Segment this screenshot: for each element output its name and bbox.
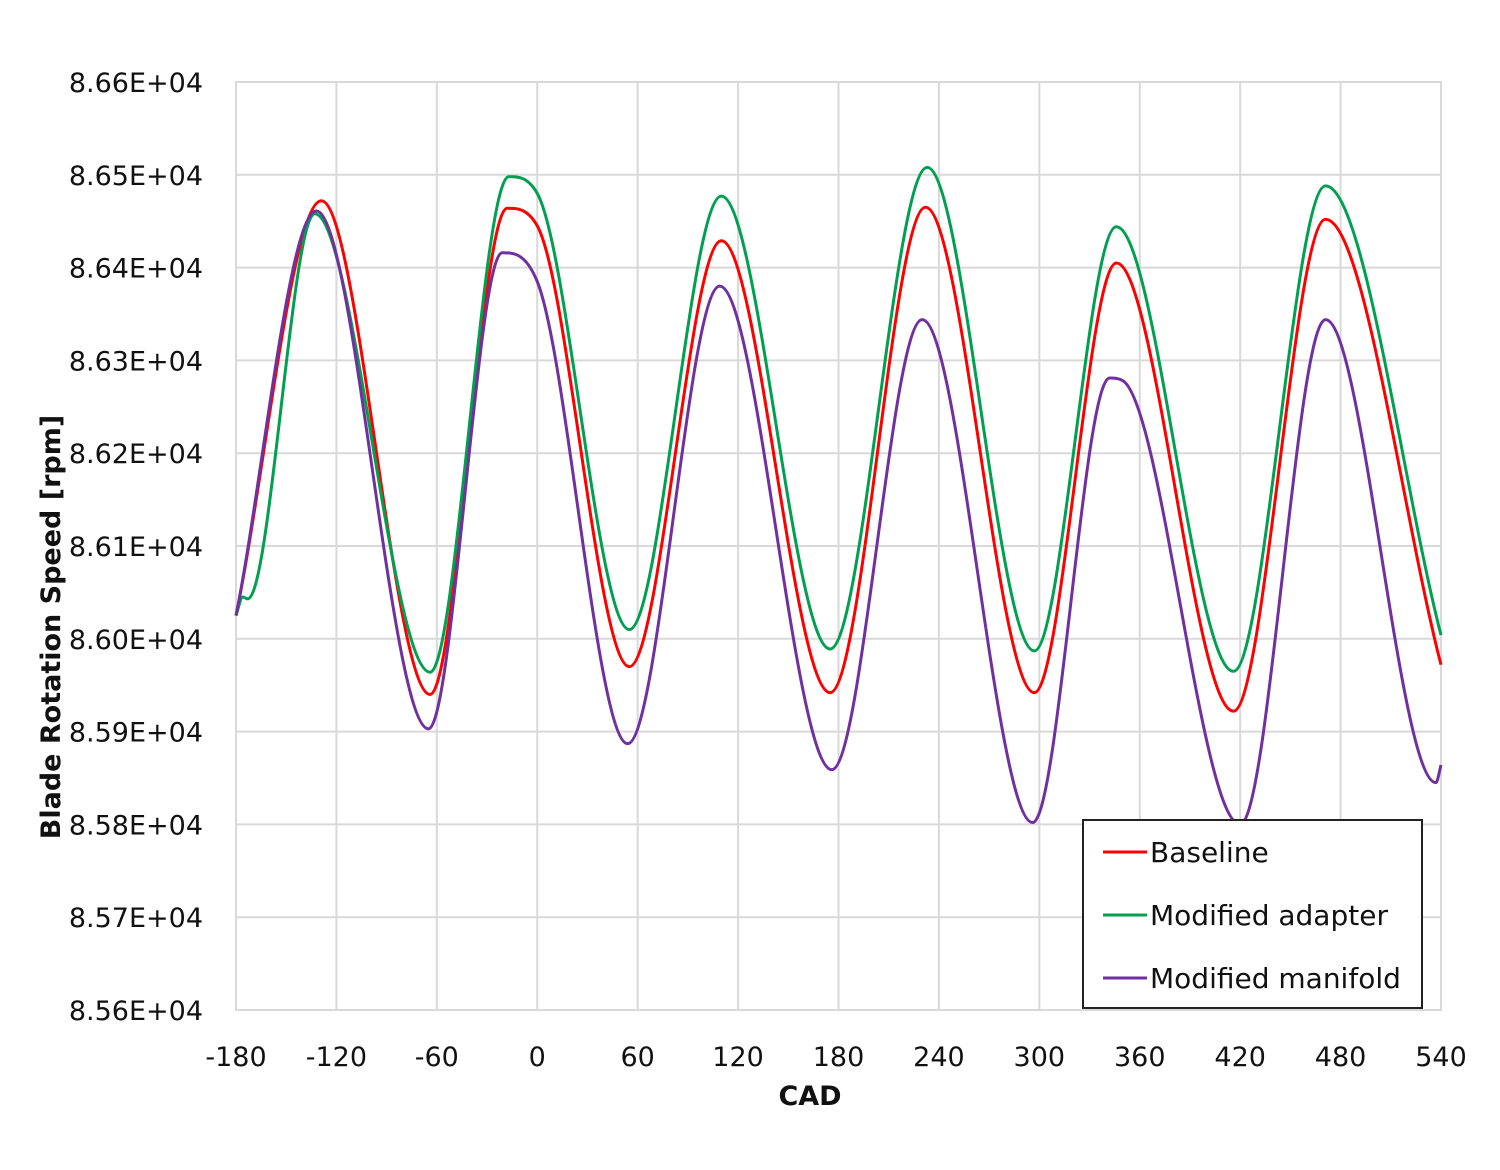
y-tick-label: 8.62E+04: [69, 439, 203, 470]
y-axis-title: Blade Rotation Speed [rpm]: [36, 415, 67, 839]
x-tick-label: 120: [712, 1042, 764, 1073]
plot-area-border: [235, 81, 1442, 1011]
series-lines: [234, 165, 1443, 826]
x-tick-label: 60: [620, 1042, 654, 1073]
y-tick-label: 8.58E+04: [69, 810, 203, 841]
x-tick-label: 0: [529, 1042, 546, 1073]
x-tick-label: 360: [1114, 1042, 1166, 1073]
legend-label-modified-manifold: Modified manifold: [1150, 962, 1401, 995]
series-line-modified-adapter: [234, 165, 1443, 674]
y-tick-labels: 8.56E+04 8.57E+04 8.58E+04 8.59E+04 8.60E+04…: [69, 68, 203, 1027]
legend-label-modified-adapter: Modified adapter: [1150, 899, 1388, 932]
x-tick-label: 180: [813, 1042, 865, 1073]
legend: Baseline Modified adapter Modified manif…: [1082, 819, 1423, 1009]
y-tick-label: 8.64E+04: [69, 254, 203, 285]
y-tick-label: 8.56E+04: [69, 996, 203, 1027]
x-tick-label: -60: [415, 1042, 459, 1073]
y-tick-label: 8.60E+04: [69, 625, 203, 656]
x-tick-label: 240: [913, 1042, 965, 1073]
y-tick-label: 8.57E+04: [69, 903, 203, 934]
x-tick-labels: -180 -120 -60 0 60 120 180 240 300 360 420 480 540: [205, 1042, 1466, 1073]
x-axis-title: CAD: [778, 1081, 841, 1112]
x-tick-label: -180: [205, 1042, 266, 1073]
y-tick-label: 8.59E+04: [69, 718, 203, 749]
y-tick-label: 8.65E+04: [69, 161, 203, 192]
x-tick-label: 540: [1415, 1042, 1467, 1073]
x-tick-label: 300: [1014, 1042, 1066, 1073]
y-tick-label: 8.61E+04: [69, 532, 203, 563]
series-line-baseline: [234, 199, 1443, 713]
series-line-modified-manifold: [234, 209, 1443, 826]
y-tick-label: 8.66E+04: [69, 68, 203, 99]
x-tick-label: 480: [1315, 1042, 1367, 1073]
legend-label-baseline: Baseline: [1150, 836, 1269, 869]
x-tick-label: -120: [306, 1042, 367, 1073]
x-tick-label: 420: [1214, 1042, 1266, 1073]
y-tick-label: 8.63E+04: [69, 346, 203, 377]
